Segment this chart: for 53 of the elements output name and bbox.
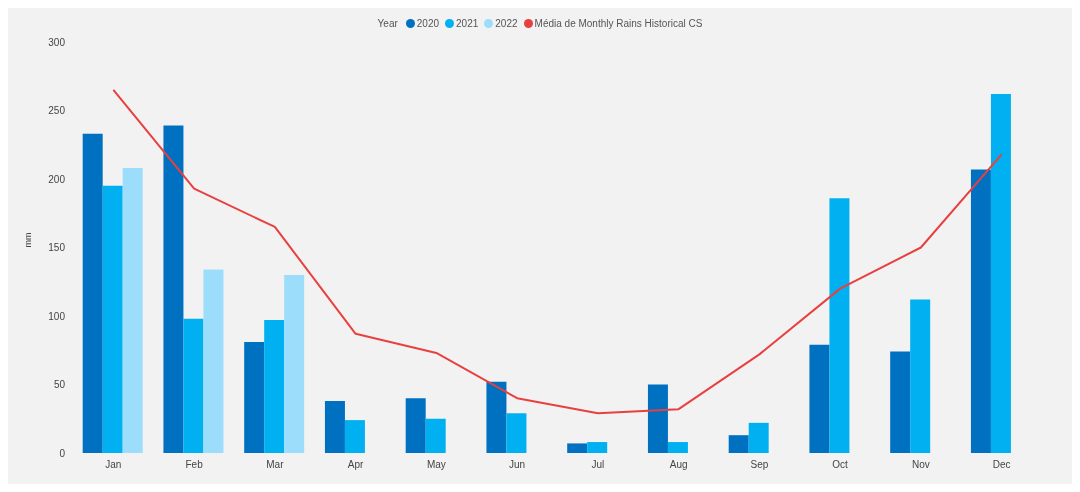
bar: [284, 274, 305, 453]
x-tick-label: Jul: [591, 459, 605, 471]
bar: [122, 168, 143, 453]
bar: [506, 413, 527, 453]
legend-label: Média de Monthly Rains Historical CS: [534, 17, 703, 29]
y-tick-label: 100: [48, 310, 66, 322]
bar: [587, 442, 608, 453]
legend-label: 2022: [495, 17, 518, 29]
bar: [728, 435, 749, 453]
y-tick-label: 0: [59, 447, 66, 459]
bar: [567, 443, 588, 453]
bar: [183, 318, 204, 453]
bar: [970, 169, 991, 453]
bar: [829, 198, 850, 453]
y-tick-label: 250: [48, 105, 66, 117]
x-tick-label: Nov: [911, 459, 930, 471]
x-tick-label: Jun: [509, 459, 526, 471]
legend-title: Year: [377, 17, 398, 29]
y-axis-title: mm: [23, 232, 34, 248]
x-tick-label: Dec: [992, 459, 1011, 471]
x-tick-label: May: [426, 459, 446, 471]
x-tick-label: Aug: [669, 459, 688, 471]
bar: [647, 384, 668, 453]
y-tick-label: 300: [48, 36, 66, 48]
bar: [163, 125, 184, 453]
bar: [748, 422, 769, 453]
bar: [203, 269, 224, 453]
line-series: [112, 88, 1003, 415]
bar: [264, 320, 285, 453]
bar: [344, 420, 365, 453]
bar: [244, 342, 265, 453]
bar: [405, 398, 426, 453]
x-tick-label: Oct: [832, 459, 849, 471]
bar: [667, 442, 688, 453]
bar: [809, 344, 830, 453]
legend-label: 2020: [416, 17, 440, 29]
x-tick-label: Sep: [750, 459, 769, 471]
legend-label: 2021: [456, 17, 479, 29]
y-tick-label: 50: [53, 379, 66, 391]
x-tick-label: Mar: [266, 459, 285, 471]
bar: [102, 185, 123, 453]
bar: [910, 299, 931, 453]
bar: [990, 94, 1011, 453]
bar: [425, 418, 446, 453]
y-tick-label: 200: [48, 173, 66, 185]
bar: [324, 400, 345, 453]
x-tick-label: Apr: [347, 459, 365, 471]
bar: [486, 381, 507, 453]
x-tick-label: Feb: [185, 459, 204, 471]
bar: [890, 351, 911, 453]
x-tick-label: Jan: [105, 459, 122, 471]
bar: [82, 133, 103, 453]
y-tick-label: 150: [48, 242, 66, 254]
